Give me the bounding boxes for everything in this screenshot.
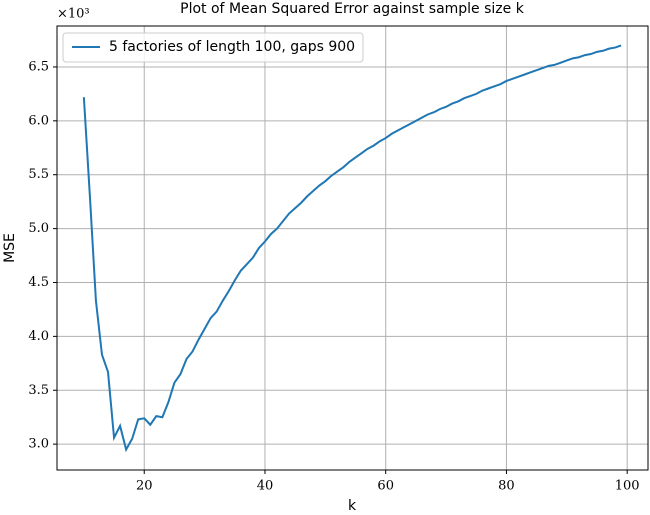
y-offset-label: ×10³ xyxy=(57,7,90,22)
y-tick-label: 6.5 xyxy=(28,59,49,74)
x-tick-label: 100 xyxy=(615,479,640,494)
y-tick-label: 3.0 xyxy=(28,437,49,452)
data-line xyxy=(82,44,622,453)
legend-box xyxy=(62,32,364,63)
y-axis-label: MSE xyxy=(2,233,18,263)
x-tick-label: 60 xyxy=(377,479,394,494)
y-tick-label: 5.0 xyxy=(28,221,49,236)
x-tick-label: 80 xyxy=(498,479,515,494)
plot-frame xyxy=(56,25,649,471)
x-axis-label: k xyxy=(348,498,357,514)
x-tick-label: 40 xyxy=(257,479,274,494)
chart-title: Plot of Mean Squared Error against sampl… xyxy=(180,1,525,17)
y-tick-label: 6.0 xyxy=(28,113,49,128)
legend-label: 5 factories of length 100, gaps 900 xyxy=(109,39,355,55)
y-tick-label: 4.0 xyxy=(28,329,49,344)
x-tick-label: 20 xyxy=(136,479,153,494)
y-tick-label: 4.5 xyxy=(28,275,49,290)
y-tick-label: 5.5 xyxy=(28,167,49,182)
y-tick-label: 3.5 xyxy=(28,383,49,398)
